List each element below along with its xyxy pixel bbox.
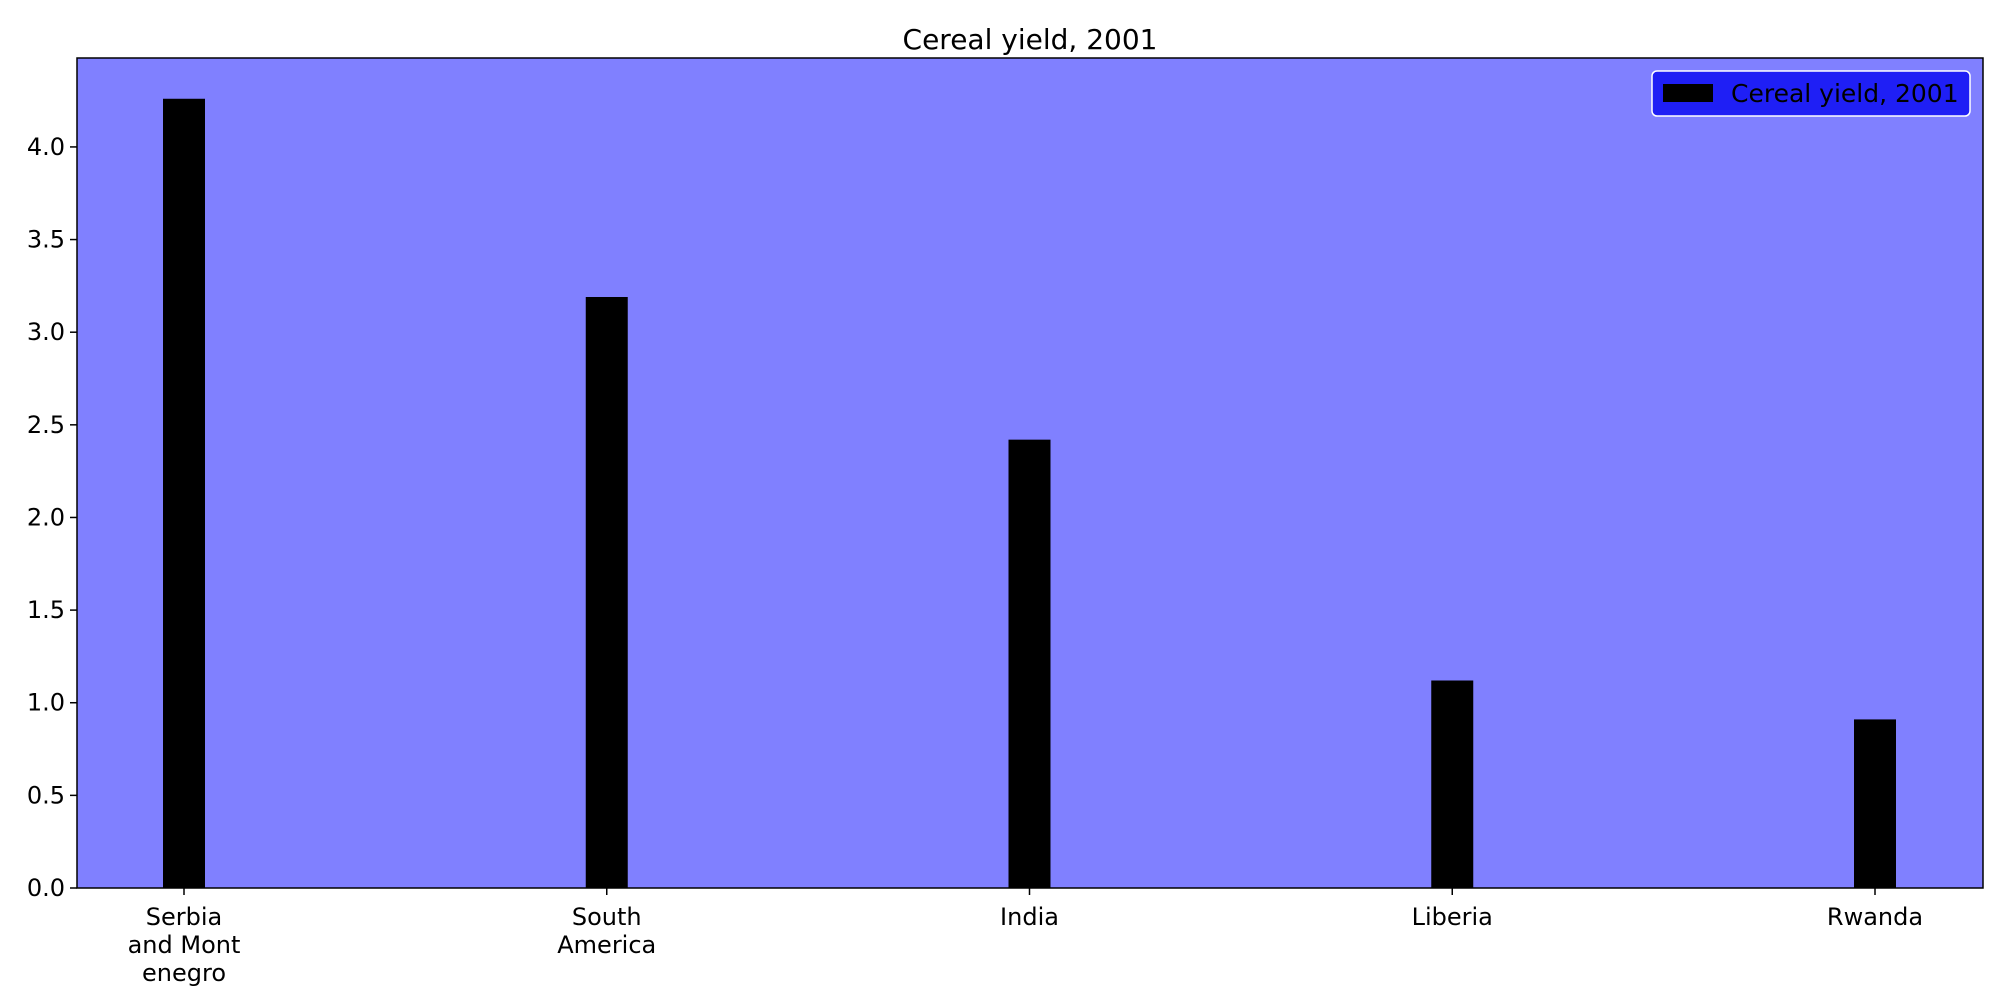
y-tick-label: 1.5 xyxy=(27,596,65,624)
y-tick-label: 1.0 xyxy=(27,689,65,717)
bar-2 xyxy=(1008,439,1051,888)
y-tick-label: 2.0 xyxy=(27,503,65,531)
x-tick-label: India xyxy=(1000,903,1059,931)
x-axis: Serbia and Mont enegro South America India Lib… xyxy=(128,888,1923,987)
legend-label: Cereal yield, 2001 xyxy=(1731,79,1959,108)
x-tick-label: Serbia and Mont enegro xyxy=(128,903,241,987)
bar-0 xyxy=(163,98,205,889)
legend-box xyxy=(1651,70,1971,117)
x-tick-label: South America xyxy=(557,903,656,959)
bars-group xyxy=(163,98,1896,889)
x-tick-label: Liberia xyxy=(1412,903,1493,931)
bar-1 xyxy=(585,296,628,888)
y-tick-label: 3.0 xyxy=(27,318,65,346)
y-axis: 0.0 0.5 1.0 1.5 2.0 2.5 3.0 3.5 4.0 xyxy=(27,133,77,902)
plot-frame xyxy=(76,57,1984,889)
bar-4 xyxy=(1854,719,1896,888)
bar-3 xyxy=(1431,680,1474,888)
y-tick-label: 0.0 xyxy=(27,874,65,902)
y-tick-label: 0.5 xyxy=(27,781,65,809)
y-tick-label: 2.5 xyxy=(27,411,65,439)
legend: Cereal yield, 2001 xyxy=(1651,70,1971,117)
legend-swatch xyxy=(1663,84,1713,102)
x-tick-label: Rwanda xyxy=(1827,903,1923,931)
chart-title: Cereal yield, 2001 xyxy=(903,23,1158,56)
y-tick-label: 3.5 xyxy=(27,226,65,254)
y-tick-label: 4.0 xyxy=(27,133,65,161)
